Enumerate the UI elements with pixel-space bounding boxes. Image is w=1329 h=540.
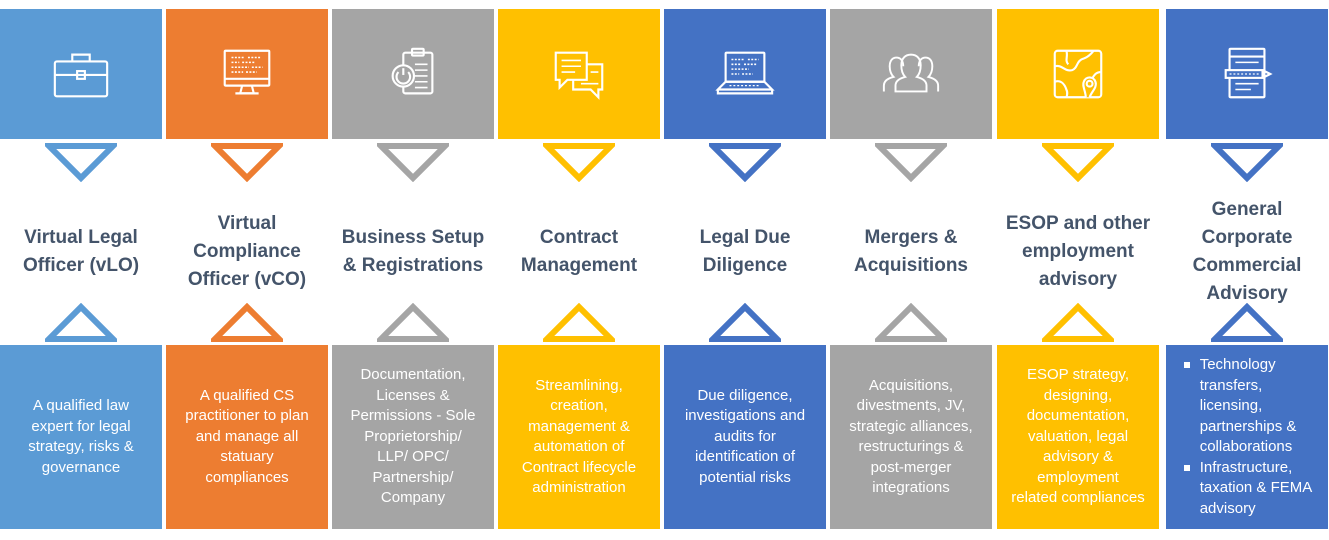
service-column-esop-advisory: ESOP and other employment advisory ESOP st… <box>997 0 1159 540</box>
service-column-business-setup: Business Setup & Registrations Documentat… <box>332 0 494 540</box>
arrow-up-icon <box>709 303 781 342</box>
bullet-list: Technology transfers, licensing, partner… <box>1182 355 1313 520</box>
bullet-item: Infrastructure, taxation & FEMA advisory <box>1183 458 1312 520</box>
briefcase-icon <box>53 53 109 98</box>
arrow-up-icon <box>45 303 117 342</box>
service-column-virtual-legal-officer: Virtual Legal Officer (vLO) A qualified l… <box>0 0 162 540</box>
map-icon <box>1053 49 1103 99</box>
clipboard-power-icon <box>391 47 434 95</box>
service-column-contract-management: Contract Management Streamlining, creatio… <box>498 0 660 540</box>
arrow-up-icon <box>1042 303 1114 342</box>
arrow-down-icon <box>709 143 781 182</box>
monitor-icon <box>223 49 271 95</box>
service-description-box: ESOP strategy, designing, documentation,… <box>997 345 1159 529</box>
service-column-mergers-acquisitions: Mergers & Acquisitions Acquisitions, dive… <box>830 0 992 540</box>
service-title: Legal Due Diligence <box>699 227 791 276</box>
service-title: General Corporate Commercial Advisory <box>1192 199 1302 304</box>
arrow-down-icon <box>45 143 117 182</box>
arrow-down-icon <box>1042 143 1114 182</box>
service-title: Mergers & Acquisitions <box>853 227 968 276</box>
service-header-box <box>498 9 660 139</box>
service-description-box: Acquisitions, divestments, JV, strategic… <box>830 345 992 529</box>
service-header-box <box>332 9 494 139</box>
document-pen-icon <box>1224 47 1273 99</box>
arrow-down-icon <box>211 143 283 182</box>
arrow-down-icon <box>377 143 449 182</box>
arrow-down-icon <box>1211 143 1283 182</box>
service-description-box: Technology transfers, licensing, partner… <box>1166 345 1328 529</box>
arrow-up-icon <box>1211 303 1283 342</box>
service-description-box: A qualified CS practitioner to plan and … <box>166 345 328 529</box>
service-title: Business Setup & Registrations <box>341 227 485 276</box>
service-title: Virtual Compliance Officer (vCO) <box>187 213 307 290</box>
service-description-box: Documentation, Licenses & Permissions - … <box>332 345 494 529</box>
service-header-box <box>830 9 992 139</box>
arrow-up-icon <box>377 303 449 342</box>
arrow-up-icon <box>543 303 615 342</box>
service-description-box: A qualified law expert for legal strateg… <box>0 345 162 529</box>
service-header-box <box>997 9 1159 139</box>
service-title: Contract Management <box>520 227 638 276</box>
service-description-box: Streamlining, creation, management & aut… <box>498 345 660 529</box>
service-title: Virtual Legal Officer (vLO) <box>22 227 140 276</box>
arrow-up-icon <box>211 303 283 342</box>
service-header-box <box>664 9 826 139</box>
service-title: ESOP and other employment advisory <box>1005 213 1151 290</box>
service-column-virtual-compliance-officer: Virtual Compliance Officer (vCO) A qualifi… <box>166 0 328 540</box>
service-header-box <box>1166 9 1328 139</box>
bullet-item: Technology transfers, licensing, partner… <box>1183 355 1313 458</box>
arrow-down-icon <box>543 143 615 182</box>
arrow-up-icon <box>875 303 947 342</box>
service-header-box <box>0 9 162 139</box>
service-header-box <box>166 9 328 139</box>
service-column-legal-due-diligence: Legal Due Diligence Due diligence, invest… <box>664 0 826 540</box>
laptop-icon <box>715 51 775 95</box>
service-column-general-corporate-commercial-advisory: General Corporate Commercial Advisory Techn… <box>1166 0 1328 540</box>
arrow-down-icon <box>875 143 947 182</box>
service-description-box: Due diligence, investigations and audits… <box>664 345 826 529</box>
chat-documents-icon <box>554 51 604 100</box>
people-group-icon <box>882 53 940 93</box>
